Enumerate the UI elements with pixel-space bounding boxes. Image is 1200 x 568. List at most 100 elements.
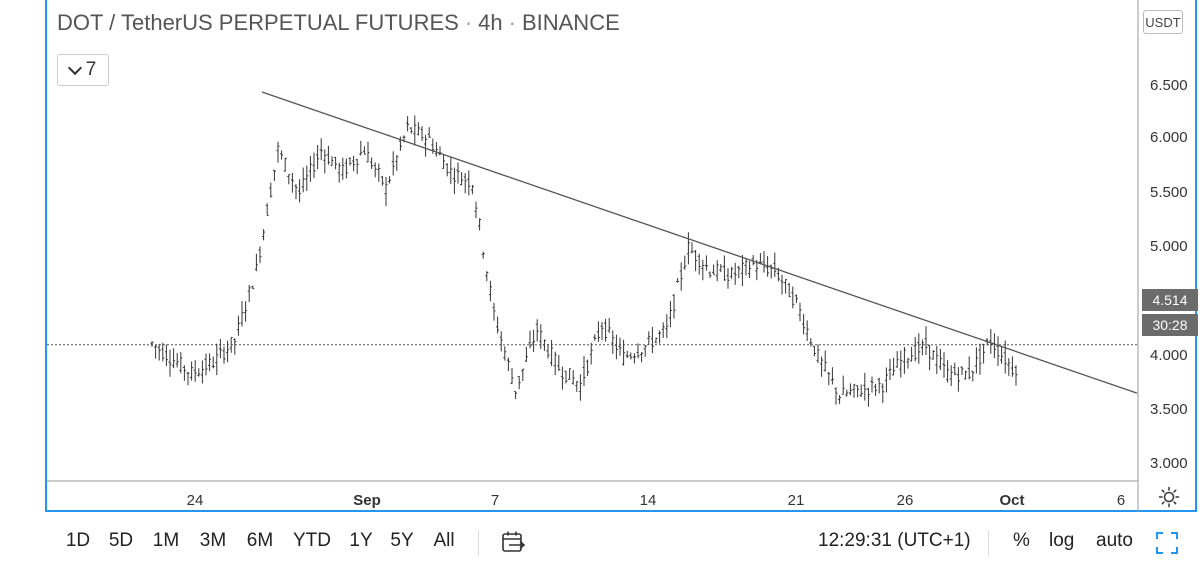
- price-bar: [989, 329, 993, 354]
- range-button-3m[interactable]: 3M: [199, 530, 227, 551]
- price-bar: [600, 322, 604, 341]
- price-bar: [359, 140, 363, 156]
- price-bar: [326, 145, 330, 165]
- price-bar: [816, 344, 820, 363]
- price-bar: [712, 264, 716, 275]
- range-button-1d[interactable]: 1D: [65, 530, 91, 551]
- price-bar: [236, 315, 240, 336]
- price-bar: [319, 138, 323, 161]
- price-bar: [848, 383, 852, 396]
- price-bar: [902, 347, 906, 374]
- price-bar: [967, 356, 971, 380]
- price-bar: [521, 368, 525, 382]
- price-bar: [791, 286, 795, 309]
- price-bar: [668, 301, 672, 328]
- price-bar: [748, 261, 752, 278]
- price-bar: [622, 339, 626, 366]
- title-separator: ·: [508, 10, 516, 35]
- price-bar: [881, 383, 885, 404]
- price-bar: [604, 318, 608, 342]
- price-bar: [632, 353, 636, 364]
- price-bar: [820, 356, 824, 377]
- price-bar: [316, 144, 320, 170]
- price-bar: [535, 319, 539, 342]
- range-button-all[interactable]: All: [433, 530, 455, 551]
- price-bar: [971, 370, 975, 382]
- price-bar: [794, 294, 798, 303]
- price-bar: [172, 348, 176, 369]
- chart-title: DOT / TetherUS PERPETUAL FUTURES · 4h · BINA…: [57, 10, 620, 36]
- percent-scale-toggle[interactable]: %: [1013, 530, 1030, 551]
- price-bar: [899, 350, 903, 378]
- price-tick: 4.000: [1150, 347, 1188, 364]
- price-bar: [532, 329, 536, 352]
- time-tick: 7: [490, 492, 500, 509]
- price-bar: [1010, 356, 1014, 377]
- price-bar: [496, 316, 500, 334]
- price-bar: [830, 367, 834, 385]
- clock-timezone[interactable]: 12:29:31 (UTC+1): [818, 530, 971, 551]
- price-bar: [578, 374, 582, 401]
- price-bar: [161, 342, 165, 362]
- price-bar: [388, 176, 392, 184]
- sun-icon[interactable]: [1158, 486, 1180, 508]
- price-bar: [272, 169, 276, 182]
- fullscreen-icon[interactable]: [1155, 531, 1179, 555]
- price-bar: [442, 154, 446, 169]
- price-bar: [568, 368, 572, 380]
- price-bar: [337, 162, 341, 183]
- price-bar: [413, 115, 417, 146]
- auto-scale-toggle[interactable]: auto: [1096, 530, 1133, 551]
- price-tick: 3.500: [1150, 401, 1188, 418]
- price-bar: [762, 251, 766, 273]
- price-bar: [589, 342, 593, 365]
- price-bar: [719, 264, 723, 273]
- range-button-1y[interactable]: 1Y: [349, 530, 373, 551]
- range-button-5d[interactable]: 5D: [108, 530, 134, 551]
- price-bar: [251, 285, 255, 290]
- range-button-6m[interactable]: 6M: [246, 530, 274, 551]
- price-bar: [164, 344, 168, 367]
- price-bar: [726, 268, 730, 289]
- price-bar: [485, 271, 489, 282]
- chart-frame: [45, 0, 1197, 512]
- price-bar: [546, 344, 550, 359]
- price-bar: [834, 387, 838, 405]
- price-bar: [946, 360, 950, 383]
- range-button-ytd[interactable]: YTD: [293, 530, 331, 551]
- price-bar: [773, 252, 777, 277]
- exchange-label: BINANCE: [521, 10, 620, 35]
- price-bar: [812, 345, 816, 357]
- price-bar: [200, 360, 204, 384]
- log-scale-toggle[interactable]: log: [1049, 530, 1075, 551]
- price-tick: 5.500: [1150, 184, 1188, 201]
- price-bar: [715, 260, 719, 282]
- price-bar: [866, 387, 870, 407]
- range-button-5y[interactable]: 5Y: [390, 530, 414, 551]
- price-bar: [596, 321, 600, 343]
- price-bar: [1007, 358, 1011, 376]
- price-bar: [262, 229, 266, 241]
- indicators-collapse-button[interactable]: 7: [57, 54, 109, 86]
- currency-button[interactable]: USDT: [1143, 10, 1183, 34]
- price-bar: [290, 172, 294, 193]
- price-bar: [283, 157, 287, 172]
- price-bar: [269, 182, 273, 198]
- go-to-date-icon[interactable]: [500, 529, 526, 555]
- price-bar: [809, 337, 813, 347]
- price-bar: [445, 163, 449, 177]
- range-button-1m[interactable]: 1M: [152, 530, 180, 551]
- price-bar: [852, 383, 856, 398]
- price-bar: [1014, 365, 1018, 386]
- interval-label[interactable]: 4h: [478, 10, 503, 35]
- price-tick: 6.000: [1150, 129, 1188, 146]
- time-tick: 6: [1116, 492, 1126, 509]
- price-bar: [593, 334, 597, 341]
- time-tick: Sep: [353, 492, 381, 509]
- price-bar: [467, 170, 471, 196]
- price-bar: [690, 242, 694, 254]
- price-bar: [654, 337, 658, 344]
- price-bar: [510, 367, 514, 385]
- price-bar: [344, 158, 348, 179]
